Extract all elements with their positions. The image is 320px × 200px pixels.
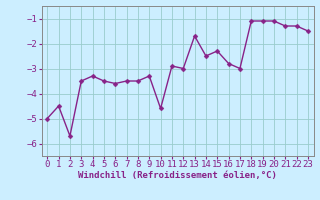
X-axis label: Windchill (Refroidissement éolien,°C): Windchill (Refroidissement éolien,°C) — [78, 171, 277, 180]
